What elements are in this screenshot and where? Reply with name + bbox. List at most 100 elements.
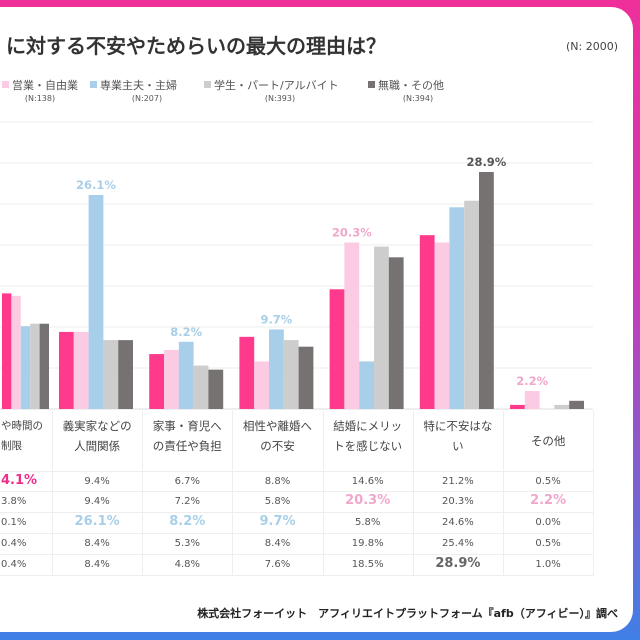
table-cell: 3.8%	[1, 496, 27, 507]
bar	[419, 235, 435, 409]
table-cell: 0.4%	[1, 538, 27, 549]
source-footer: 株式会社フォーイット アフィリエイトプラットフォーム『afb（アフィビー）』調べ	[197, 607, 618, 620]
legend-label: 無職・その他	[378, 79, 444, 92]
table-cell: 26.1%	[74, 514, 120, 529]
table-cell: 0.5%	[535, 538, 561, 549]
bar	[30, 323, 40, 409]
table-cell: 0.5%	[535, 476, 561, 487]
table-divider	[52, 411, 53, 576]
bar	[88, 194, 104, 409]
bar	[359, 361, 374, 409]
table-cell: 8.2%	[169, 514, 206, 529]
bar	[524, 390, 540, 409]
table-cell: 24.6%	[442, 517, 474, 528]
table-cell: 9.4%	[84, 476, 110, 487]
data-table: や時間の 制限 4.1% 3.8% 0.1% 0.4% 0.4% 義実家などの 人間関係 9.…	[0, 411, 595, 576]
legend-n: (N:394)	[402, 94, 434, 103]
legend-swatch	[2, 81, 9, 88]
category-header: 義実家などの 人間関係	[62, 419, 132, 453]
table-cell: 2.2%	[530, 493, 567, 508]
bar	[283, 340, 299, 409]
table-cell: 21.2%	[442, 476, 474, 487]
table-cell: 8.4%	[84, 559, 110, 570]
category-header: や時間の 制限	[1, 420, 43, 452]
bar	[254, 361, 269, 409]
bar	[434, 242, 450, 409]
table-cell: 4.8%	[174, 559, 200, 570]
bar	[569, 400, 584, 409]
table-cell: 18.5%	[351, 559, 384, 570]
table-row-line	[0, 554, 593, 555]
category-header: 特に不安はな い	[423, 419, 493, 453]
bar	[39, 323, 49, 409]
table-cell: 8.4%	[264, 538, 291, 549]
bar	[193, 365, 209, 409]
table-row-line	[0, 471, 593, 472]
legend-n: (N:207)	[131, 94, 163, 103]
bar	[178, 341, 194, 409]
bar	[2, 293, 12, 409]
table-cell: 4.1%	[1, 473, 38, 488]
data-label: 26.1%	[76, 178, 116, 192]
bar	[20, 326, 31, 409]
bar	[510, 404, 525, 409]
bar	[388, 257, 404, 409]
table-cell: 5.8%	[354, 517, 381, 528]
table-cell: 8.8%	[264, 476, 291, 487]
table-cell: 28.9%	[435, 556, 481, 571]
table-divider	[503, 411, 504, 576]
bar	[103, 340, 119, 409]
data-label: 28.9%	[466, 155, 506, 169]
chart-card	[0, 7, 633, 632]
bar	[239, 336, 255, 409]
bar	[479, 172, 494, 409]
table-cell: 5.3%	[174, 538, 200, 549]
table-divider	[232, 411, 234, 576]
table-row-line	[0, 512, 593, 513]
total-n: (N: 2000)	[566, 40, 619, 53]
bar	[344, 242, 360, 409]
legend-item-homemaker: 専業主夫・主婦	[90, 77, 177, 93]
bar	[269, 329, 284, 409]
category-header: 家事・育児へ の責任や負担	[152, 419, 222, 453]
legend-swatch	[90, 81, 97, 88]
legend-n: (N:138)	[24, 94, 56, 103]
table-cell: 0.0%	[535, 517, 561, 528]
data-label: 8.2%	[170, 325, 202, 339]
data-label: 2.2%	[516, 374, 548, 388]
bar	[329, 289, 345, 409]
bar	[11, 295, 21, 409]
legend-label: 営業・自由業	[12, 79, 78, 92]
table-cell: 5.8%	[264, 496, 291, 507]
table-divider	[593, 411, 595, 576]
table-cell: 14.6%	[351, 476, 384, 487]
legend-item-student: 学生・パート/アルバイト	[204, 77, 339, 93]
table-divider	[142, 411, 144, 576]
table-cell: 0.4%	[1, 559, 27, 570]
table-cell: 20.3%	[442, 496, 474, 507]
table-cell: 7.2%	[174, 496, 200, 507]
bar	[149, 354, 164, 409]
bar	[73, 331, 89, 409]
table-cell: 9.4%	[84, 496, 110, 507]
table-cell: 7.6%	[264, 559, 291, 570]
legend-item-unemployed: 無職・その他	[368, 77, 444, 93]
bar	[298, 346, 314, 409]
table-row-line	[0, 533, 593, 534]
table-cell: 20.3%	[345, 493, 391, 508]
table-row-line	[0, 491, 593, 492]
category-header: 相性や離婚へ の不安	[243, 419, 312, 453]
chart-title: に対する不安やためらいの最大の理由は？	[6, 34, 386, 58]
legend-item-self-employed: 営業・自由業	[2, 77, 78, 93]
bar	[554, 404, 570, 409]
legend-n: (N:393)	[264, 94, 296, 103]
bar	[208, 369, 224, 409]
bar	[118, 340, 133, 409]
table-cell: 6.7%	[174, 476, 200, 487]
bar	[164, 349, 179, 409]
table-row-line	[0, 575, 593, 576]
category-header: その他	[530, 434, 566, 448]
table-cell: 9.7%	[259, 514, 296, 529]
table-cell: 1.0%	[535, 559, 561, 570]
